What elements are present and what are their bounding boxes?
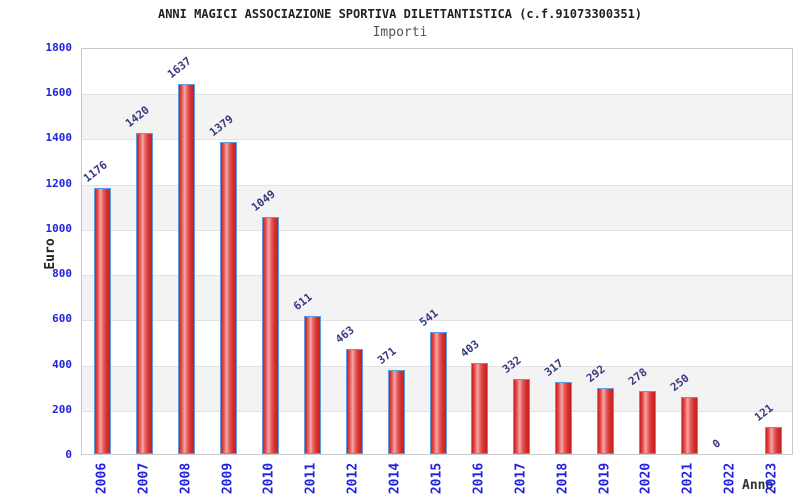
bar-2014	[387, 370, 405, 454]
x-axis-label-2021: 2021	[680, 462, 696, 495]
y-axis-tick: 1800	[45, 41, 73, 54]
bar-2017	[513, 378, 531, 454]
x-axis-label-2022: 2022	[722, 462, 738, 495]
chart-title: ANNI MAGICI ASSOCIAZIONE SPORTIVA DILETT…	[157, 7, 643, 21]
x-axis-label-2019: 2019	[597, 462, 613, 495]
bar-2007	[136, 132, 154, 454]
x-axis-label-2007: 2007	[136, 462, 152, 495]
y-axis-tick: 800	[52, 267, 72, 281]
grid-band	[82, 229, 792, 275]
y-axis-tick: 200	[52, 402, 72, 416]
x-axis-label-2010: 2010	[261, 462, 277, 495]
bar-2021	[680, 397, 698, 454]
y-axis-tick: 0	[65, 448, 72, 461]
chart-subtitle: Importi	[372, 25, 428, 40]
bar-2016	[471, 362, 489, 454]
x-axis-label-2006: 2006	[94, 462, 110, 495]
y-axis-tick: 600	[52, 312, 72, 326]
bar-2011	[303, 315, 321, 454]
bar-2006	[94, 188, 112, 454]
x-axis-label-2011: 2011	[303, 462, 319, 495]
x-axis-label-2008: 2008	[178, 462, 194, 495]
x-axis-label-2015: 2015	[429, 462, 445, 495]
bar-2018	[555, 382, 573, 454]
x-axis-title: Anno	[742, 478, 774, 493]
x-axis-label-2017: 2017	[513, 462, 529, 495]
bar-2010	[261, 216, 279, 454]
x-axis-label-2014: 2014	[387, 462, 403, 495]
y-axis-tick: 1000	[45, 221, 73, 235]
grid-band	[82, 275, 792, 321]
bar-2008	[178, 83, 196, 454]
bar-2012	[345, 349, 363, 454]
x-axis-label-2018: 2018	[555, 462, 571, 495]
y-axis-tick: 1200	[45, 176, 73, 190]
bar-2009	[220, 142, 238, 454]
x-axis-label-2023: 2023	[764, 462, 780, 495]
x-axis-label-2009: 2009	[220, 462, 236, 495]
plot-area: 1176 1420 1637 1379 1049 611 463 371 541 403 332 31…	[81, 48, 793, 455]
x-axis-label-2020: 2020	[638, 462, 654, 495]
grid-band	[82, 94, 792, 140]
bar-2023	[764, 426, 782, 454]
bar-2020	[638, 391, 656, 454]
bar-2019	[597, 387, 615, 454]
y-axis-tick: 400	[52, 357, 72, 371]
x-axis-label-2012: 2012	[345, 462, 361, 495]
y-axis-tick: 1600	[45, 86, 73, 100]
bar-2015	[429, 331, 447, 454]
x-axis-label-2016: 2016	[471, 462, 487, 495]
grid-band	[82, 184, 792, 230]
y-axis-tick: 1400	[45, 131, 73, 145]
grid-band	[82, 139, 792, 184]
grid-band	[82, 320, 792, 365]
